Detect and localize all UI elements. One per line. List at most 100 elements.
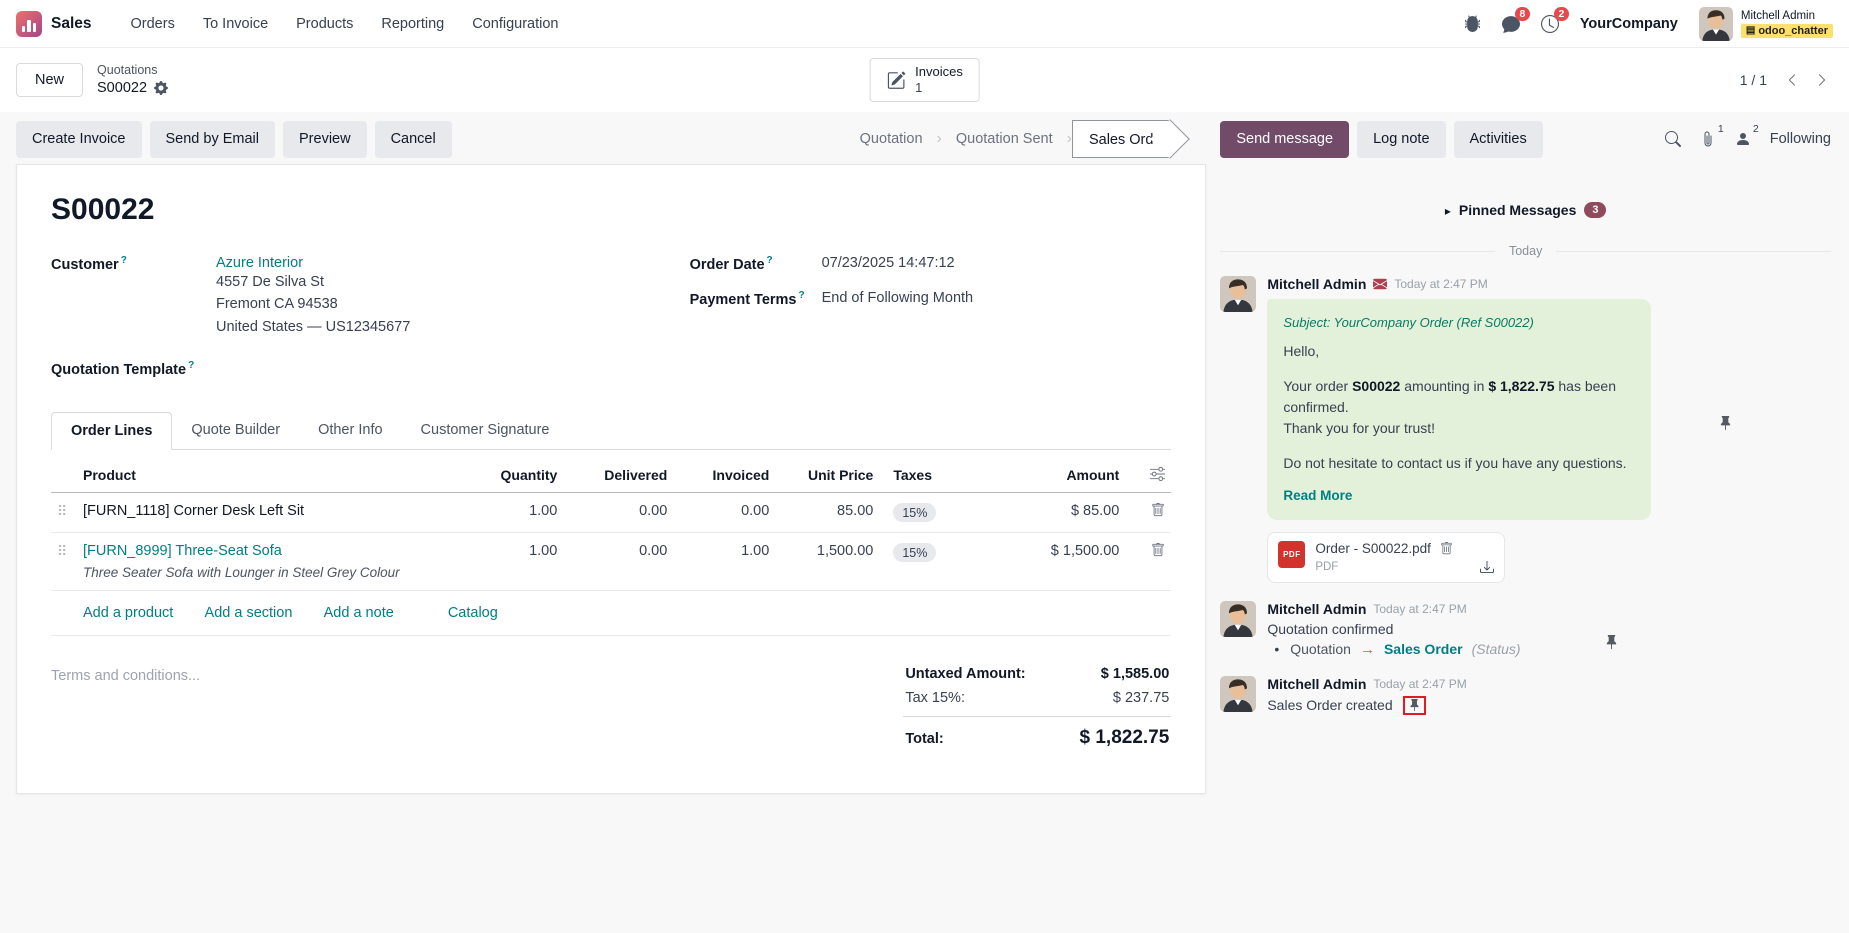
email-thanks-line: Thank you for your trust! [1283,419,1436,436]
log-note-button[interactable]: Log note [1357,120,1446,158]
user-avatar[interactable] [1698,6,1733,41]
order-line-row[interactable]: ⠿ [FURN_1118] Corner Desk Left Sit 1.00 … [51,492,1172,534]
attachments-icon[interactable]: 1 [1700,123,1724,147]
delete-line-icon[interactable] [1151,543,1165,557]
chatter-message-email: Mitchell Admin Today at 2:47 PM Subject:… [1220,276,1831,583]
gear-icon[interactable] [154,81,169,96]
preview-button[interactable]: Preview [283,120,367,158]
followers-icon[interactable]: 2 [1735,123,1759,147]
status-quotation[interactable]: Quotation [859,131,923,147]
drag-handle-icon[interactable]: ⠿ [57,543,67,560]
col-amount[interactable]: Amount [975,454,1126,494]
invoices-stat-count: 1 [915,80,923,95]
menu-products[interactable]: Products [296,15,354,32]
delete-line-icon[interactable] [1151,503,1165,517]
col-product[interactable]: Product [77,454,472,494]
date-divider: Today [1220,244,1831,258]
breadcrumb-quotations-link[interactable]: Quotations [97,63,158,78]
menu-configuration[interactable]: Configuration [472,15,559,32]
activities-button[interactable]: Activities [1453,120,1543,158]
pin-icon[interactable] [1604,634,1619,650]
invoices-stat-button[interactable]: Invoices 1 [869,57,980,103]
add-product-link[interactable]: Add a product [83,605,174,622]
quantity-cell[interactable]: 1.00 [471,532,564,592]
attachment-filename[interactable]: Order - S00022.pdf [1315,540,1431,556]
debug-icon[interactable] [1464,15,1481,32]
drag-handle-icon[interactable]: ⠿ [57,503,67,520]
delivered-cell[interactable]: 0.00 [563,532,674,592]
col-taxes[interactable]: Taxes [879,454,976,494]
tax-badge[interactable]: 15% [893,503,937,523]
totals-block: Untaxed Amount: $ 1,585.00 Tax 15%: $ 23… [903,662,1172,753]
read-more-link[interactable]: Read More [1283,487,1353,503]
send-by-email-button[interactable]: Send by Email [149,120,275,158]
terms-and-conditions-input[interactable]: Terms and conditions... [51,668,201,685]
attachment-delete-icon[interactable] [1440,541,1453,555]
tab-customer-signature[interactable]: Customer Signature [420,422,550,439]
customer-link[interactable]: Azure Interior [216,255,304,271]
tab-order-lines[interactable]: Order Lines [51,412,173,451]
create-invoice-button[interactable]: Create Invoice [16,120,142,158]
quotation-template-field[interactable] [216,360,690,378]
address-country: United States — US12345677 [216,318,411,335]
pinned-messages-toggle[interactable]: Pinned Messages 3 [1445,202,1607,218]
sales-app-icon[interactable] [16,10,42,37]
invoiced-cell[interactable]: 0.00 [673,492,776,534]
add-section-link[interactable]: Add a section [204,605,293,622]
payment-terms-label: Payment Terms [690,290,822,308]
app-switcher[interactable]: Sales [16,10,92,37]
cancel-button[interactable]: Cancel [374,120,452,158]
date-divider-label: Today [1508,244,1543,258]
status-sales-order-active[interactable]: Sales Order [1071,120,1171,158]
col-quantity[interactable]: Quantity [471,454,564,494]
tax-badge[interactable]: 15% [893,543,937,563]
activities-icon[interactable]: 2 [1540,6,1569,33]
status-quotation-sent[interactable]: Quotation Sent [955,131,1053,147]
col-invoiced[interactable]: Invoiced [673,454,776,494]
message-body: Sales Order created [1267,697,1393,714]
pin-icon[interactable] [1718,416,1733,431]
messages-icon[interactable]: 8 [1501,6,1530,33]
product-cell[interactable]: [FURN_1118] Corner Desk Left Sit [83,503,305,520]
address-street: 4557 De Silva St [216,274,325,290]
user-menu[interactable]: Mitchell Admin odoo_chatter [1698,6,1833,41]
message-author: Mitchell Admin [1267,276,1367,292]
company-switcher[interactable]: YourCompany [1579,15,1678,32]
catalog-link[interactable]: Catalog [447,605,498,622]
col-delivered[interactable]: Delivered [563,454,674,494]
send-message-button[interactable]: Send message [1220,120,1350,158]
attachment-download-icon[interactable] [1480,560,1495,574]
pager-previous-button[interactable] [1781,69,1803,91]
menu-to-invoice[interactable]: To Invoice [202,15,269,32]
form-view: S00022 Customer Azure Interior 4557 De S… [0,158,1220,933]
breadcrumb: Quotations S00022 [97,62,169,97]
delivered-cell[interactable]: 0.00 [563,492,674,534]
following-toggle[interactable]: Following [1769,131,1831,147]
top-navbar: Sales Orders To Invoice Products Reporti… [0,0,1849,48]
email-envelope-icon [1373,277,1388,291]
main-menu: Orders To Invoice Products Reporting Con… [118,8,572,40]
invoiced-cell[interactable]: 1.00 [673,532,776,592]
unit-price-cell[interactable]: 85.00 [775,492,880,534]
pin-icon[interactable] [1408,698,1421,712]
payment-terms-field[interactable]: End of Following Month [821,289,974,306]
add-note-link[interactable]: Add a note [323,605,394,622]
tab-quote-builder[interactable]: Quote Builder [191,422,281,439]
product-cell[interactable]: [FURN_8999] Three-Seat Sofa [83,543,282,560]
pager-next-button[interactable] [1811,69,1833,91]
new-button[interactable]: New [16,63,84,97]
col-unit-price[interactable]: Unit Price [775,454,880,494]
order-line-row[interactable]: ⠿ [FURN_8999] Three-Seat Sofa Three Seat… [51,532,1172,592]
menu-reporting[interactable]: Reporting [381,15,445,32]
attachment-card[interactable]: PDF Order - S00022.pdf PDF [1267,531,1506,583]
menu-orders[interactable]: Orders [130,15,175,32]
tab-other-info[interactable]: Other Info [318,422,383,439]
unit-price-cell[interactable]: 1,500.00 [775,532,880,592]
optional-columns-icon[interactable] [1150,466,1166,482]
activities-badge: 2 [1553,6,1569,22]
amount-cell: $ 85.00 [975,492,1126,534]
order-date-field[interactable]: 07/23/2025 14:47:12 [821,255,955,271]
search-messages-icon[interactable] [1664,131,1681,147]
quantity-cell[interactable]: 1.00 [471,492,564,534]
tracking-field-name: (Status) [1471,641,1521,658]
